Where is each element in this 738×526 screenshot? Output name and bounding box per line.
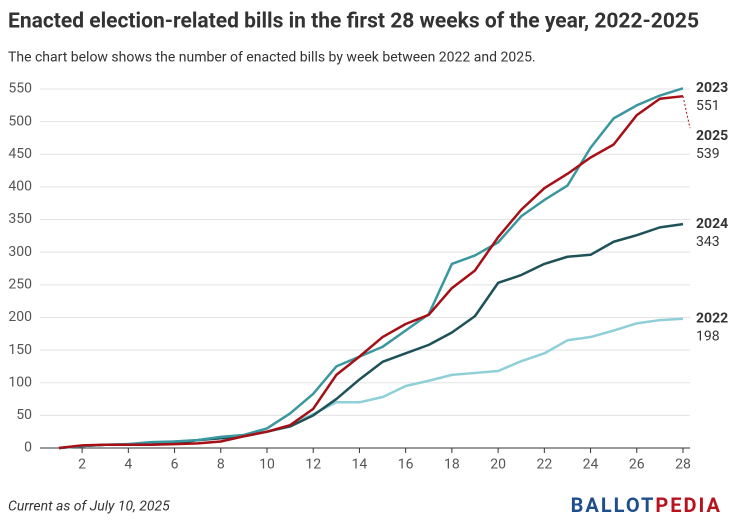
x-tick-label: 20	[490, 457, 506, 473]
x-tick-label: 8	[217, 457, 225, 473]
chart-title: Enacted election-related bills in the fi…	[8, 10, 699, 34]
x-tick-label: 10	[259, 457, 275, 473]
x-tick-label: 26	[629, 457, 645, 473]
y-tick-label: 50	[16, 407, 32, 423]
chart-subtitle: The chart below shows the number of enac…	[8, 50, 536, 66]
x-tick-label: 22	[536, 457, 552, 473]
legend-label: 2024	[696, 216, 728, 232]
logo-part: BALLOT	[571, 493, 656, 517]
y-tick-label: 200	[8, 309, 32, 325]
end-value-label: 539	[696, 146, 720, 162]
y-tick-label: 250	[8, 277, 32, 293]
end-value-label: 343	[696, 234, 720, 250]
logo-part: PEDIA	[655, 493, 722, 517]
legend-label: 2025	[696, 128, 728, 144]
series-line	[58, 87, 684, 450]
logo: BALLOTPEDIA	[571, 493, 722, 517]
x-tick-label: 2	[78, 457, 86, 473]
series-line	[58, 94, 684, 450]
x-tick-label: 4	[124, 457, 132, 473]
y-tick-label: 400	[8, 179, 32, 195]
legend-label: 2023	[696, 80, 728, 96]
x-tick-label: 12	[305, 457, 321, 473]
y-tick-label: 500	[8, 113, 32, 129]
y-tick-label: 0	[24, 440, 32, 456]
legend-label: 2022	[696, 310, 728, 326]
y-tick-label: 350	[8, 211, 32, 227]
x-tick-label: 14	[352, 457, 368, 473]
y-tick-label: 150	[8, 342, 32, 358]
series-line	[58, 317, 684, 450]
x-tick-label: 18	[444, 457, 460, 473]
y-tick-label: 450	[8, 146, 32, 162]
footnote: Current as of July 10, 2025	[8, 499, 170, 515]
x-tick-label: 6	[171, 457, 179, 473]
y-tick-label: 100	[8, 374, 32, 390]
y-tick-label: 550	[8, 81, 32, 97]
leader-line	[682, 96, 691, 129]
end-value-label: 198	[696, 328, 720, 344]
x-tick-label: 28	[675, 457, 691, 473]
x-tick-label: 16	[398, 457, 414, 473]
y-tick-label: 300	[8, 244, 32, 260]
x-tick-label: 24	[583, 457, 599, 473]
end-value-label: 551	[696, 98, 720, 114]
